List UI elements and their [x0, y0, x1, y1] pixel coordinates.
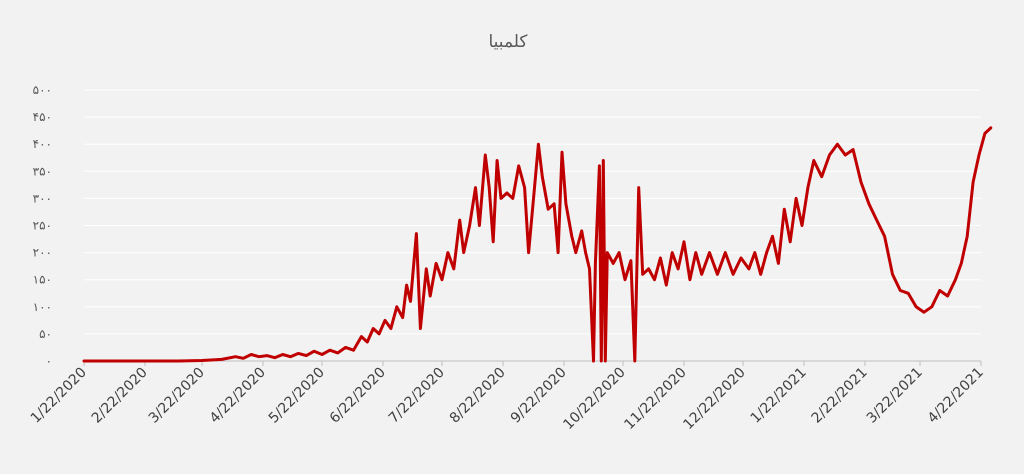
x-tick-label: 9/22/2020 [508, 365, 570, 427]
y-tick-label: ۴۰۰ [33, 137, 52, 151]
y-tick-label: ۴۵۰ [33, 110, 52, 124]
x-tick-label: 10/22/2020 [560, 365, 628, 433]
y-tick-label: ۵۰ [39, 327, 52, 341]
x-tick-label: 8/22/2020 [447, 365, 509, 427]
x-tick-label: 3/22/2021 [864, 365, 926, 427]
series-line [82, 126, 993, 363]
x-tick-label: 4/22/2020 [207, 365, 269, 427]
y-tick-label: ۲۰۰ [33, 246, 52, 260]
y-tick-label: ۳۰۰ [33, 191, 52, 205]
x-tick-label: 7/22/2020 [386, 365, 448, 427]
x-tick-label: 6/22/2020 [327, 365, 389, 427]
x-tick-label: 2/22/2021 [809, 365, 871, 427]
x-tick-label: 2/22/2020 [89, 365, 151, 427]
x-tick-label: 12/22/2020 [680, 365, 748, 433]
x-tick-label: 5/22/2020 [266, 365, 328, 427]
x-tick-label: 1/22/2021 [748, 365, 810, 427]
chart-title: کلمبیا [489, 32, 529, 52]
y-tick-label: ۵۰۰ [33, 83, 52, 97]
x-tick-label: 4/22/2021 [925, 365, 987, 427]
series-group [82, 126, 993, 363]
y-axis-ticks: ۰ ۵۰ ۱۰۰ ۱۵۰ ۲۰۰ ۲۵۰ ۳۰۰ ۳۵۰ ۴۰۰ ۴۵۰ ۵۰۰ [33, 83, 52, 368]
y-tick-label: ۲۵۰ [33, 219, 52, 233]
x-axis-ticks: 1/22/20202/22/20203/22/20204/22/20205/22… [28, 361, 987, 433]
x-tick-label: 1/22/2020 [28, 365, 90, 427]
y-tick-label: ۱۵۰ [33, 273, 52, 287]
x-tick-label: 11/22/2020 [621, 365, 689, 433]
y-tick-label: ۰ [46, 354, 52, 368]
x-tick-label: 3/22/2020 [146, 365, 208, 427]
y-tick-label: ۱۰۰ [33, 300, 52, 314]
y-tick-label: ۳۵۰ [33, 164, 52, 178]
